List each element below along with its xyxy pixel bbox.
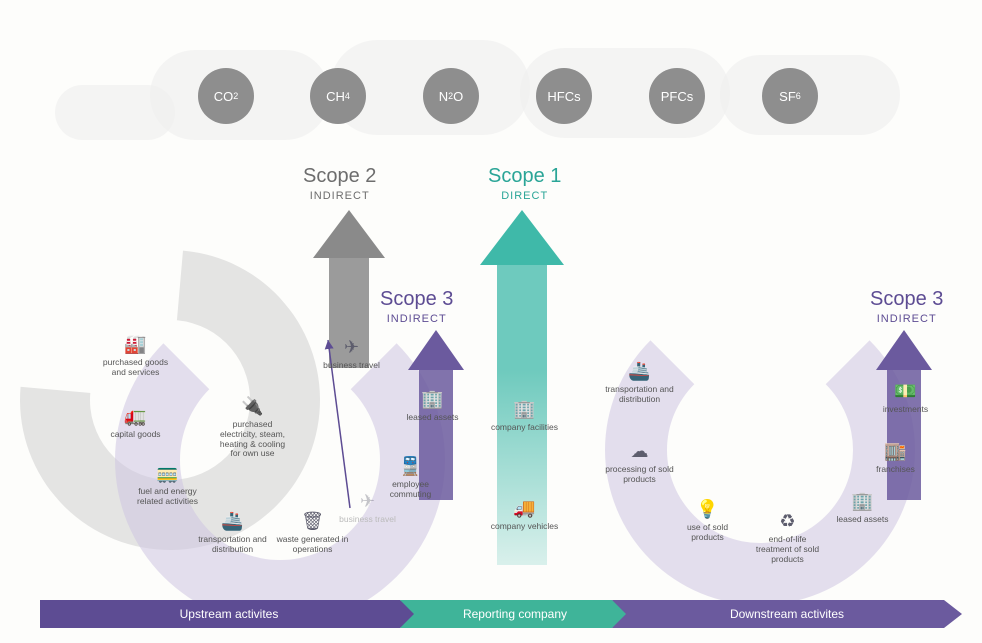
bottom-bar-segment: Upstream activites [40, 600, 418, 628]
item-label: company facilities [487, 423, 562, 433]
railcar-icon: 🚃 [154, 462, 182, 484]
item-label: waste generated in operations [275, 535, 350, 555]
item-label: franchises [858, 465, 933, 475]
item-label: transportation and distribution [195, 535, 270, 555]
upstream-item: 🔌 purchased electricity, steam, heating &… [215, 395, 290, 459]
ship-icon: 🚢 [626, 360, 654, 382]
bottom-bar-label: Upstream activites [180, 607, 279, 621]
scope-label: Scope 3 INDIRECT [870, 288, 943, 325]
upstream-item: 🚃 fuel and energy related activities [130, 462, 205, 507]
lorry-icon: 🚚 [511, 497, 539, 519]
gas-circle: SF6 [762, 68, 818, 124]
downstream-item: ☁ processing of sold products [602, 440, 677, 485]
bin-icon: 🗑 [299, 510, 327, 532]
scope-label: Scope 3 INDIRECT [380, 288, 453, 325]
item-label: fuel and energy related activities [130, 487, 205, 507]
bottom-bar-label: Reporting company [463, 607, 567, 621]
buildings-icon: 🏢 [849, 490, 877, 512]
gas-circle: CH4 [310, 68, 366, 124]
scope-arrow-head [480, 210, 564, 265]
item-label: purchased electricity, steam, heating & … [215, 420, 290, 459]
factory-icon: 🏭 [122, 333, 150, 355]
gas-circle: CO2 [198, 68, 254, 124]
downstream-item: 🏢 leased assets [825, 490, 900, 525]
upstream-item: 🏢 leased assets [395, 388, 470, 423]
scope-title: Scope 2 [303, 165, 376, 188]
gas-circle: N2O [423, 68, 479, 124]
bottom-bar-segment: Reporting company [400, 600, 630, 628]
item-label: end-of-life treatment of sold products [750, 535, 825, 564]
item-label: business travel [330, 515, 405, 525]
plane-grey-icon: ✈ [354, 490, 382, 512]
scope-subtitle: INDIRECT [380, 313, 453, 325]
scope-label: Scope 2 INDIRECT [303, 165, 376, 202]
scope-arrow-head [313, 210, 385, 258]
plug-icon: 🔌 [239, 395, 267, 417]
item-label: processing of sold products [602, 465, 677, 485]
upstream-item: 🚢 transportation and distribution [195, 510, 270, 555]
item-label: use of sold products [670, 523, 745, 543]
downstream-item: 🚢 transportation and distribution [602, 360, 677, 405]
item-label: leased assets [825, 515, 900, 525]
money-icon: 💵 [892, 380, 920, 402]
downstream-item: 🏬 franchises [858, 440, 933, 475]
scope-title: Scope 1 [488, 165, 561, 188]
downstream-item: 💡 use of sold products [670, 498, 745, 543]
item-label: business travel [314, 361, 389, 371]
gas-circle: HFCs [536, 68, 592, 124]
item-label: purchased goods and services [98, 358, 173, 378]
downstream-item: ♻ end-of-life treatment of sold products [750, 510, 825, 564]
upstream-item: 🏭 purchased goods and services [98, 333, 173, 378]
scope-title: Scope 3 [870, 288, 943, 311]
scope-subtitle: DIRECT [488, 190, 561, 202]
upstream-item: ✈ business travel [314, 336, 389, 371]
item-label: capital goods [98, 430, 173, 440]
item-label: leased assets [395, 413, 470, 423]
item-label: transportation and distribution [602, 385, 677, 405]
scope1-item: 🏢 company facilities [487, 398, 562, 433]
ship-icon: 🚢 [219, 510, 247, 532]
plane-icon: ✈ [338, 336, 366, 358]
gas-circle: PFCs [649, 68, 705, 124]
scope-arrow-head [408, 330, 464, 370]
shop-icon: 🏬 [882, 440, 910, 462]
scope-title: Scope 3 [380, 288, 453, 311]
downstream-item: 💵 investments [868, 380, 943, 415]
scope1-item: 🚚 company vehicles [487, 497, 562, 532]
scope-label: Scope 1 DIRECT [488, 165, 561, 202]
upstream-item: 🚛 capital goods [98, 405, 173, 440]
buildings-icon: 🏢 [419, 388, 447, 410]
train-icon: 🚆 [397, 455, 425, 477]
scope-subtitle: INDIRECT [870, 313, 943, 325]
truck-icon: 🚛 [122, 405, 150, 427]
item-label: company vehicles [487, 522, 562, 532]
item-label: investments [868, 405, 943, 415]
scope-subtitle: INDIRECT [303, 190, 376, 202]
scope-arrow-head [876, 330, 932, 370]
bottom-bar-segment: Downstream activites [612, 600, 962, 628]
bottom-bar-label: Downstream activites [730, 607, 844, 621]
buildings-icon: 🏢 [511, 398, 539, 420]
bulb-icon: 💡 [694, 498, 722, 520]
cloud-icon: ☁ [626, 440, 654, 462]
bottom-bar: Upstream activites Reporting company Downs… [40, 600, 962, 628]
upstream-item: ✈ business travel [330, 490, 405, 525]
cloud [55, 85, 175, 140]
recycle-icon: ♻ [774, 510, 802, 532]
